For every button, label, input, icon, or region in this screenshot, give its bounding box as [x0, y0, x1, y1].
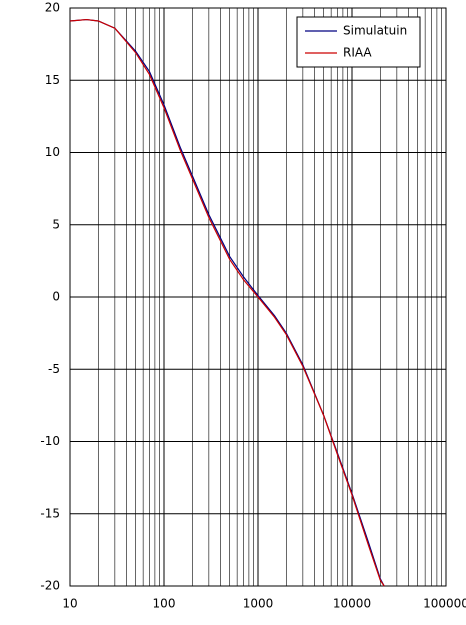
x-tick-label: 100000: [423, 597, 466, 611]
y-tick-label: 20: [45, 1, 60, 15]
y-tick-label: -5: [48, 362, 60, 376]
legend-label: RIAA: [343, 46, 372, 60]
y-tick-label: 0: [52, 290, 60, 304]
y-tick-label: -10: [40, 434, 60, 448]
x-tick-label: 1000: [243, 597, 274, 611]
legend-label: Simulatuin: [343, 24, 407, 38]
x-tick-label: 10: [62, 597, 77, 611]
x-tick-label: 100: [153, 597, 176, 611]
y-tick-label: 5: [52, 217, 60, 231]
x-tick-label: 10000: [333, 597, 371, 611]
y-tick-label: 15: [45, 73, 60, 87]
legend-box: [296, 16, 421, 68]
y-tick-label: -20: [40, 579, 60, 593]
series-line: [69, 18, 385, 587]
y-tick-label: -15: [40, 506, 60, 520]
y-tick-label: 10: [45, 145, 60, 159]
